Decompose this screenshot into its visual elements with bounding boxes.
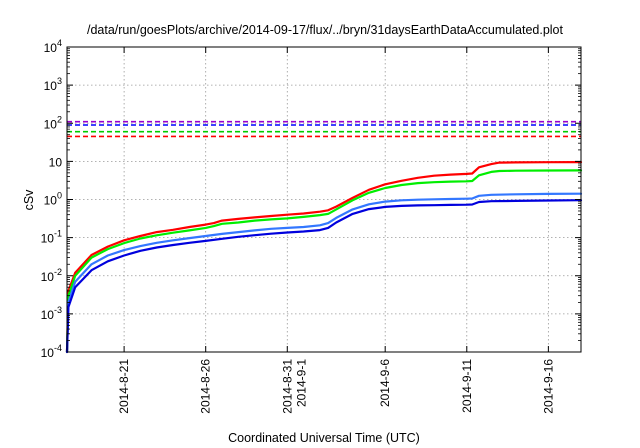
- threshold-lines: [67, 120, 581, 138]
- y-tick-label: 104: [44, 38, 62, 55]
- x-tick-label: 2014-8-31: [280, 359, 294, 414]
- y-tick-label: 102: [44, 114, 62, 131]
- x-axis-ticks: 2014-8-21 2014-8-26 2014-8-31 2014-9-1 2014-…: [117, 47, 555, 414]
- grid: [67, 47, 581, 352]
- y-tick-label: 10-1: [41, 229, 62, 246]
- y-tick-label: 10: [49, 155, 63, 169]
- y-tick-label: 10-4: [41, 343, 62, 360]
- x-tick-label: 2014-9-6: [378, 359, 392, 407]
- series-line: [65, 169, 583, 354]
- y-tick-label: 10-3: [41, 305, 62, 322]
- series-line: [65, 199, 583, 354]
- x-tick-label: 2014-8-21: [117, 359, 131, 414]
- x-tick-label: 2014-9-16: [541, 359, 555, 414]
- x-axis-title: Coordinated Universal Time (UTC): [228, 431, 420, 445]
- chart-title: /data/run/goesPlots/archive/2014-09-17/f…: [87, 23, 563, 37]
- y-tick-label: 100: [44, 191, 62, 208]
- series-line: [65, 161, 583, 354]
- y-tick-label: 10-2: [41, 267, 62, 284]
- y-axis-ticks: 10-4 10-3 10-2 10-1 100 10 102 103 104: [41, 38, 581, 360]
- y-tick-label: 103: [44, 76, 62, 93]
- x-tick-label: 2014-9-11: [460, 359, 474, 413]
- y-axis-title: cSv: [22, 189, 36, 211]
- x-tick-label: 2014-8-26: [199, 359, 213, 414]
- x-tick-label: 2014-9-1: [294, 359, 308, 407]
- series-lines: [65, 161, 583, 354]
- series-line: [65, 192, 583, 354]
